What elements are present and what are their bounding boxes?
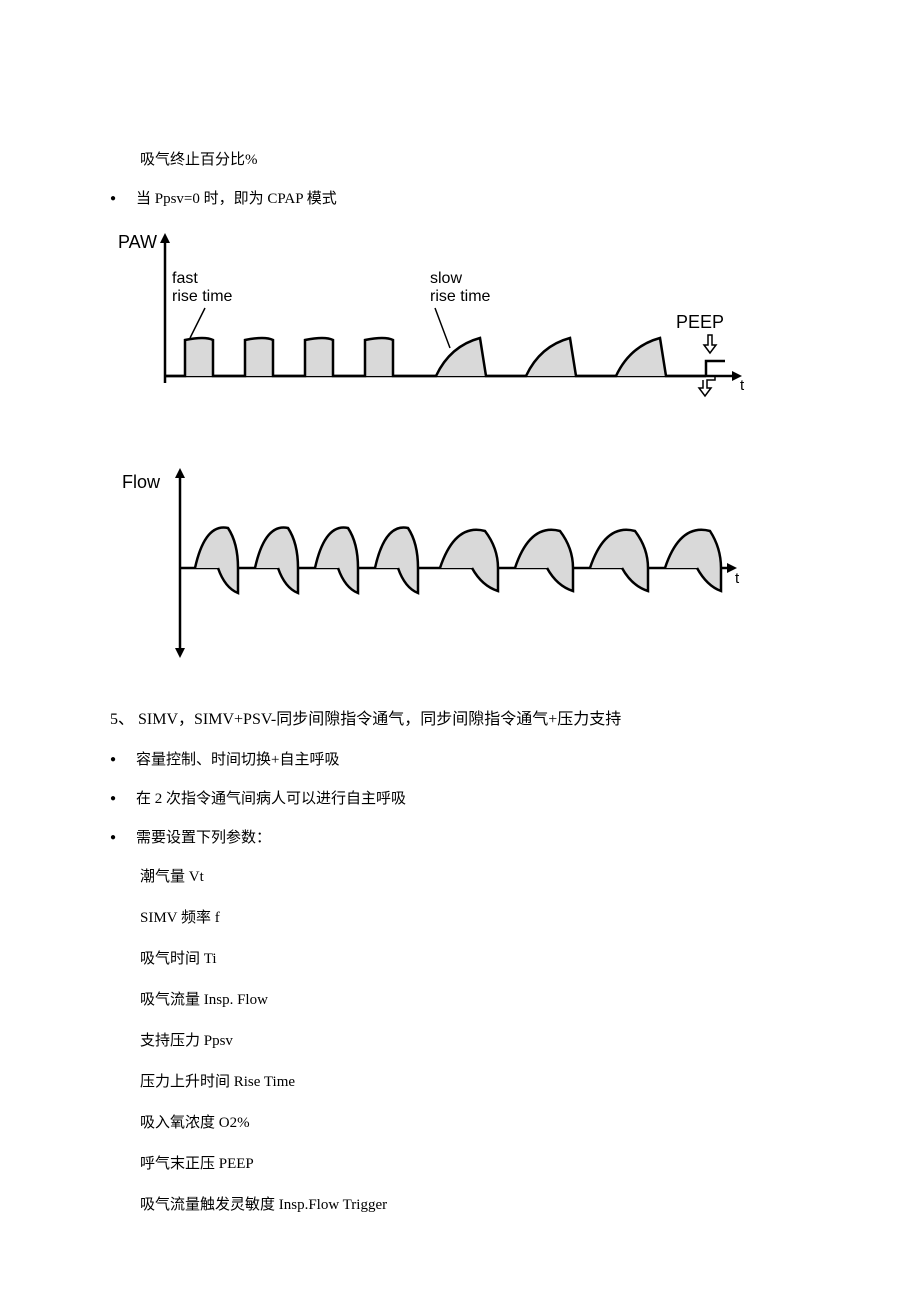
section5-bullet-item: 需要设置下列参数： — [110, 828, 810, 849]
paw-y-label: PAW — [118, 232, 157, 252]
section5-bullet-item: 容量控制、时间切换+自主呼吸 — [110, 750, 810, 771]
param-line: SIMV 频率 f — [140, 908, 810, 929]
flow-waveform-chart: Flow t — [110, 463, 750, 663]
param-line: 吸气流量触发灵敏度 Insp.Flow Trigger — [140, 1195, 810, 1216]
top-bullet-text: 当 Ppsv=0 时，即为 CPAP 模式 — [136, 189, 337, 210]
spacer — [110, 673, 810, 708]
spacer — [110, 408, 810, 463]
param-line: 吸气时间 Ti — [140, 949, 810, 970]
flow-y-label: Flow — [122, 472, 161, 492]
param-line: 支持压力 Ppsv — [140, 1031, 810, 1052]
bullet-icon — [110, 750, 136, 771]
bullet-text: 容量控制、时间切换+自主呼吸 — [136, 750, 339, 771]
peep-label: PEEP — [676, 312, 724, 332]
bullet-icon — [110, 189, 136, 210]
param-line: 吸入氧浓度 O2% — [140, 1113, 810, 1134]
top-indent-text: 吸气终止百分比% — [140, 150, 810, 171]
bullet-icon — [110, 789, 136, 810]
paw-pressure-chart: PAW t fast rise time slow rise time PEEP — [110, 228, 750, 398]
bullet-text: 在 2 次指令通气间病人可以进行自主呼吸 — [136, 789, 406, 810]
bullet-icon — [110, 828, 136, 849]
section5-bullet-item: 在 2 次指令通气间病人可以进行自主呼吸 — [110, 789, 810, 810]
section5-heading: 5、 SIMV，SIMV+PSV-同步间隙指令通气，同步间隙指令通气+压力支持 — [110, 708, 810, 732]
bullet-text: 需要设置下列参数： — [136, 828, 271, 849]
document-page: 吸气终止百分比% 当 Ppsv=0 时，即为 CPAP 模式 PAW t fas… — [0, 0, 920, 1296]
param-line: 呼气末正压 PEEP — [140, 1154, 810, 1175]
top-bullet-item: 当 Ppsv=0 时，即为 CPAP 模式 — [110, 189, 810, 210]
param-line: 压力上升时间 Rise Time — [140, 1072, 810, 1093]
param-line: 吸气流量 Insp. Flow — [140, 990, 810, 1011]
param-line: 潮气量 Vt — [140, 867, 810, 888]
